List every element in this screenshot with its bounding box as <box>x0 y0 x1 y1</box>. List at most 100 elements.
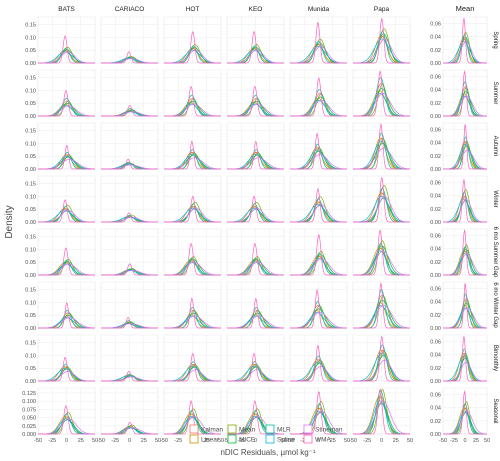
panel-hot-5 <box>163 281 222 329</box>
row-strip-label: Spring <box>492 31 498 48</box>
y-tick-label-left: 0.15 <box>25 288 36 294</box>
y-tick-label-right: 0.00 <box>430 432 441 438</box>
density-curve-wma <box>227 85 284 117</box>
x-tick-label: -50 <box>34 438 42 444</box>
y-tick-label-left: 0.10 <box>25 141 36 147</box>
y-tick-label-left: 0.15 <box>25 235 36 241</box>
density-curve-stineman <box>289 312 348 329</box>
density-curve-wma <box>38 35 95 64</box>
panel-cariaco-6 <box>100 334 159 382</box>
density-curve-wma <box>101 263 158 276</box>
density-curve-wma <box>38 90 95 117</box>
legend-item-mean[interactable]: Mean <box>227 424 256 434</box>
y-tick-label-left: 0.15 <box>25 76 36 82</box>
x-tick-label: -50 <box>223 438 231 444</box>
panel-cariaco-1 <box>100 69 159 117</box>
panel-bats-5 <box>37 281 96 329</box>
y-tick-label-left: 0.00 <box>25 326 36 332</box>
density-curve-wma <box>443 70 487 117</box>
legend-item-stineman[interactable]: Stineman <box>303 424 343 434</box>
x-tick-label: 0 <box>317 438 320 444</box>
density-curve-wma <box>290 234 347 276</box>
x-tick-label: 50 <box>407 438 413 444</box>
density-curve-wma <box>290 391 347 435</box>
panel-bats-7 <box>37 387 96 435</box>
panel-papa-3 <box>352 175 411 223</box>
panel-keo-1 <box>226 69 285 117</box>
density-curve-wma <box>227 195 284 223</box>
x-tick-label: 25 <box>393 438 399 444</box>
y-tick-label-right: 0.06 <box>430 181 441 187</box>
y-tick-label-right: 0.06 <box>430 128 441 134</box>
y-tick-label-right: 0.06 <box>430 340 441 346</box>
density-curve-wma <box>290 21 347 64</box>
legend-item-kalman[interactable]: Kalman <box>189 424 223 434</box>
y-tick-label-right: 0.00 <box>430 61 441 67</box>
x-tick-label: 0 <box>463 438 466 444</box>
legend-key <box>265 434 275 444</box>
panel-papa-4 <box>352 228 411 276</box>
y-tick-label-left: 0.100 <box>22 399 36 405</box>
y-tick-label-right: 0.04 <box>430 88 441 94</box>
x-tick-label: -50 <box>160 438 168 444</box>
density-curve-wma <box>353 123 410 170</box>
panel-mean-0 <box>442 16 488 64</box>
density-curve-wma <box>164 85 221 117</box>
legend-item-spline[interactable]: Spline <box>265 434 295 444</box>
panel-bats-6 <box>37 334 96 382</box>
legend-item-mice[interactable]: MICE <box>227 434 256 444</box>
panel-munida-1 <box>289 69 348 117</box>
y-tick-label-right: 0.04 <box>430 406 441 412</box>
panel-keo-4 <box>226 228 285 276</box>
density-curve-wma <box>164 31 221 64</box>
panel-keo-0 <box>226 16 285 64</box>
panel-keo-6 <box>226 334 285 382</box>
legend-key <box>303 434 313 444</box>
legend-key <box>189 434 199 444</box>
density-curve-wma <box>353 229 410 276</box>
row-strip-label: Seasonal <box>492 398 498 423</box>
density-curve-wma <box>353 177 410 223</box>
legend-item-mlr[interactable]: MLR <box>265 424 291 434</box>
legend-item-linear[interactable]: Linear <box>189 434 220 444</box>
density-curve-stineman <box>352 305 411 329</box>
density-curve-wma <box>353 388 410 435</box>
density-curve-wma <box>443 18 487 64</box>
panel-mean-1 <box>442 69 488 117</box>
panel-munida-0 <box>289 16 348 64</box>
panel-cariaco-7 <box>100 387 159 435</box>
density-curve-wma <box>443 336 487 382</box>
legend: Kalman Linear Mean MICE MLR Spline Stineman WMA <box>189 424 343 444</box>
y-tick-label-right: 0.02 <box>430 419 441 425</box>
y-tick-label-right: 0.04 <box>430 194 441 200</box>
panel-cariaco-4 <box>100 228 159 276</box>
density-curve-stineman <box>352 147 411 170</box>
density-curve-spline <box>352 195 411 223</box>
x-tick-label: 50 <box>92 438 98 444</box>
x-tick-label: 0 <box>254 438 257 444</box>
y-tick-label-left: 0.00 <box>25 220 36 226</box>
panel-hot-3 <box>163 175 222 223</box>
y-tick-label-left: 0.10 <box>25 353 36 359</box>
legend-item-wma[interactable]: WMA <box>303 434 332 444</box>
x-tick-label: -25 <box>48 438 56 444</box>
density-curve-wma <box>164 399 221 435</box>
density-curve-wma <box>353 18 410 64</box>
y-tick-label-left: 0.00 <box>25 167 36 173</box>
panel-hot-1 <box>163 69 222 117</box>
density-curve-wma <box>164 196 221 223</box>
y-tick-label-right: 0.02 <box>430 48 441 54</box>
density-curve-spline <box>352 38 410 64</box>
density-curve-stineman <box>442 410 488 435</box>
density-curve-wma <box>443 283 487 329</box>
panel-papa-0 <box>352 16 411 64</box>
x-tick-label: 25 <box>330 438 336 444</box>
panel-cariaco-2 <box>100 122 159 170</box>
x-tick-label: -50 <box>97 438 105 444</box>
panel-bats-2 <box>37 122 96 170</box>
y-tick-label-right: 0.04 <box>430 300 441 306</box>
axis-ticks: 0.00 0.05 0.10 0.15 0.00 0.05 0.10 0.15 0.00 0.05… <box>22 22 490 444</box>
panel-cariaco-3 <box>100 175 159 223</box>
y-tick-label-left: 0.05 <box>25 207 36 213</box>
panel-bats-3 <box>37 175 96 223</box>
